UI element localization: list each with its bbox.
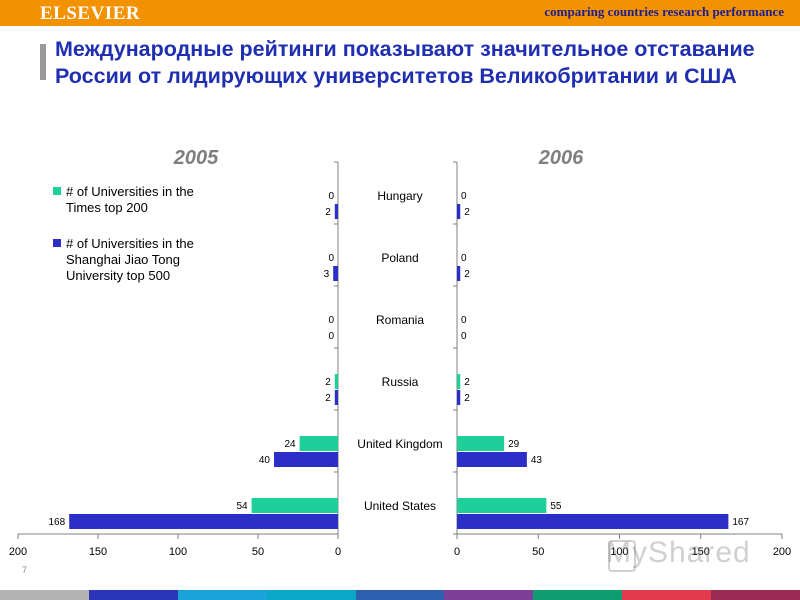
data-label: 2 — [325, 393, 331, 404]
elsevier-logo: ELSEVIER — [40, 3, 141, 24]
legend-swatch — [53, 187, 61, 195]
data-label: 0 — [461, 253, 467, 264]
data-label: 167 — [732, 517, 749, 528]
bar — [457, 452, 527, 467]
bar — [69, 514, 338, 529]
data-label: 2 — [464, 207, 470, 218]
watermark: MyShared — [606, 536, 751, 569]
data-label: 2 — [325, 377, 331, 388]
watermark-icon — [608, 540, 636, 572]
color-strip-segment — [355, 590, 445, 600]
color-strip-segment — [444, 590, 534, 600]
data-label: 43 — [531, 455, 543, 466]
page-number: 7 — [22, 565, 28, 575]
year-label: 2006 — [538, 147, 584, 169]
bar — [457, 374, 461, 389]
bar — [457, 204, 461, 219]
x-tick-label: 0 — [454, 546, 460, 558]
data-label: 0 — [328, 253, 334, 264]
color-strip-segment — [266, 590, 356, 600]
color-strip-segment — [622, 590, 712, 600]
bar — [457, 498, 547, 513]
x-tick-label: 50 — [532, 546, 544, 558]
bar — [457, 266, 461, 281]
bar — [334, 204, 338, 219]
slide-title-line-1: Международные рейтинги показывают значит… — [55, 37, 755, 61]
color-strip-segment — [0, 590, 89, 600]
category-label: Romania — [376, 313, 424, 327]
bar — [457, 390, 461, 405]
category-label: Hungary — [377, 189, 422, 203]
category-label: United Kingdom — [357, 437, 442, 451]
data-label: 2 — [464, 393, 470, 404]
data-label: 24 — [284, 439, 296, 450]
data-label: 3 — [324, 269, 330, 280]
color-strip-segment — [533, 590, 623, 600]
x-tick-label: 0 — [335, 546, 341, 558]
data-label: 29 — [508, 439, 520, 450]
legend-entry: Times top 200 — [66, 200, 148, 215]
x-tick-label: 100 — [169, 546, 187, 558]
slide-title: Международные рейтинги показывают значит… — [55, 36, 795, 90]
header-bar: ELSEVIER comparing countries research pe… — [0, 0, 800, 26]
bar — [274, 452, 338, 467]
legend-entry: # of Universities in the — [66, 236, 194, 251]
bar — [334, 374, 338, 389]
legend-swatch — [53, 239, 61, 247]
data-label: 2 — [325, 207, 331, 218]
year-label: 2005 — [173, 147, 219, 169]
bar — [334, 390, 338, 405]
data-label: 168 — [49, 517, 66, 528]
color-strip-segment — [711, 590, 800, 600]
data-label: 55 — [550, 501, 562, 512]
x-tick-label: 150 — [692, 546, 710, 558]
title-marker — [40, 44, 46, 80]
data-label: 0 — [461, 315, 467, 326]
data-label: 0 — [461, 331, 467, 342]
bar — [457, 436, 505, 451]
data-label: 40 — [259, 455, 271, 466]
data-label: 0 — [328, 331, 334, 342]
data-label: 2 — [464, 377, 470, 388]
x-tick-label: 50 — [252, 546, 264, 558]
legend-entry: # of Universities in the — [66, 184, 194, 199]
bar — [299, 436, 338, 451]
legend-entry: Shanghai Jiao Tong — [66, 252, 180, 267]
bar — [457, 514, 729, 529]
color-strip-segment — [88, 590, 178, 600]
data-label: 0 — [328, 315, 334, 326]
x-tick-label: 200 — [9, 546, 27, 558]
x-tick-label: 200 — [773, 546, 791, 558]
category-label: Poland — [381, 251, 418, 265]
x-tick-label: 150 — [89, 546, 107, 558]
slide-title-line-2: России от лидирующих университетов Велик… — [55, 64, 737, 88]
category-label: Russia — [382, 375, 419, 389]
bar — [251, 498, 338, 513]
data-label: 0 — [461, 191, 467, 202]
x-tick-label: 100 — [610, 546, 628, 558]
category-label: United States — [364, 499, 436, 513]
legend-entry: University top 500 — [66, 268, 170, 283]
color-strip-segment — [177, 590, 267, 600]
color-strip — [0, 590, 800, 600]
header-tagline: comparing countries research performance — [544, 4, 784, 19]
data-label: 54 — [236, 501, 248, 512]
data-label: 0 — [328, 191, 334, 202]
bar — [333, 266, 338, 281]
data-label: 2 — [464, 269, 470, 280]
